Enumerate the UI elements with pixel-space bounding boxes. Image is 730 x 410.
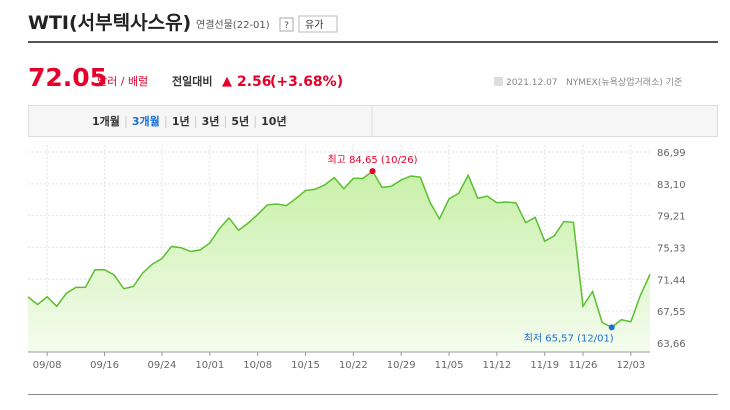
- y-tick-label: 71,44: [657, 275, 686, 286]
- change-pct: (+3.68%): [270, 74, 343, 90]
- tab[interactable]: 10년: [261, 114, 286, 128]
- x-tick-label: 09/24: [148, 360, 177, 371]
- oil-button-text: 유가: [305, 19, 323, 31]
- x-tick-label: 10/15: [291, 360, 320, 371]
- bottom-rule: [28, 394, 718, 395]
- change: 2.56: [237, 74, 272, 90]
- x-tick-label: 10/29: [387, 360, 416, 371]
- header-rule: [28, 41, 718, 43]
- subtitle: 연결선물(22-01): [196, 19, 270, 31]
- tab[interactable]: 1개월: [92, 114, 120, 128]
- price: 72.05: [28, 63, 107, 92]
- x-tick-label: 11/05: [435, 360, 464, 371]
- x-tick-label: 11/19: [530, 360, 559, 371]
- x-tick-label: 10/22: [339, 360, 368, 371]
- line: [27, 170, 651, 329]
- title: WTI(서부텍사스유): [28, 12, 191, 34]
- y-tick-label: 79,21: [657, 212, 686, 223]
- x-tick-label: 11/26: [569, 360, 598, 371]
- y-tick-label: 83,10: [657, 180, 686, 191]
- annotation: 최저 65,57 (12/01): [524, 332, 614, 344]
- y-tick-label: 75,33: [657, 243, 686, 254]
- x-tick-label: 11/12: [482, 360, 511, 371]
- unit: 달러 / 배럴: [97, 75, 148, 88]
- area: [28, 171, 650, 352]
- tab-bar: [28, 105, 718, 137]
- y-tick-label: 67,55: [657, 307, 686, 318]
- extreme-point: [369, 168, 376, 175]
- tab[interactable]: 3개월: [132, 114, 160, 128]
- tab[interactable]: 1년: [172, 114, 190, 128]
- date: 2021.12.07: [506, 78, 558, 88]
- y-tick-label: 63,66: [657, 339, 686, 350]
- x-tick-label: 12/03: [616, 360, 645, 371]
- x-tick-label: 10/08: [243, 360, 272, 371]
- x-tick-label: 09/08: [33, 360, 62, 371]
- x-tick-label: 09/16: [90, 360, 119, 371]
- y-tick-label: 86,99: [657, 148, 686, 159]
- oil-button[interactable]: [298, 15, 338, 33]
- help-icon[interactable]: [279, 17, 294, 32]
- annotation: 최고 84,65 (10/26): [327, 154, 417, 166]
- extreme-point: [608, 324, 615, 331]
- help-text: ?: [284, 21, 289, 31]
- change-label: 전일대비: [172, 74, 212, 88]
- x-tick-label: 10/01: [195, 360, 224, 371]
- change-arrow: ▲: [222, 74, 232, 89]
- tab[interactable]: 3년: [202, 114, 220, 128]
- source: NYMEX(뉴욕상업거래소) 기준: [566, 77, 682, 88]
- date-icon: [494, 77, 503, 86]
- tab[interactable]: 5년: [231, 114, 249, 128]
